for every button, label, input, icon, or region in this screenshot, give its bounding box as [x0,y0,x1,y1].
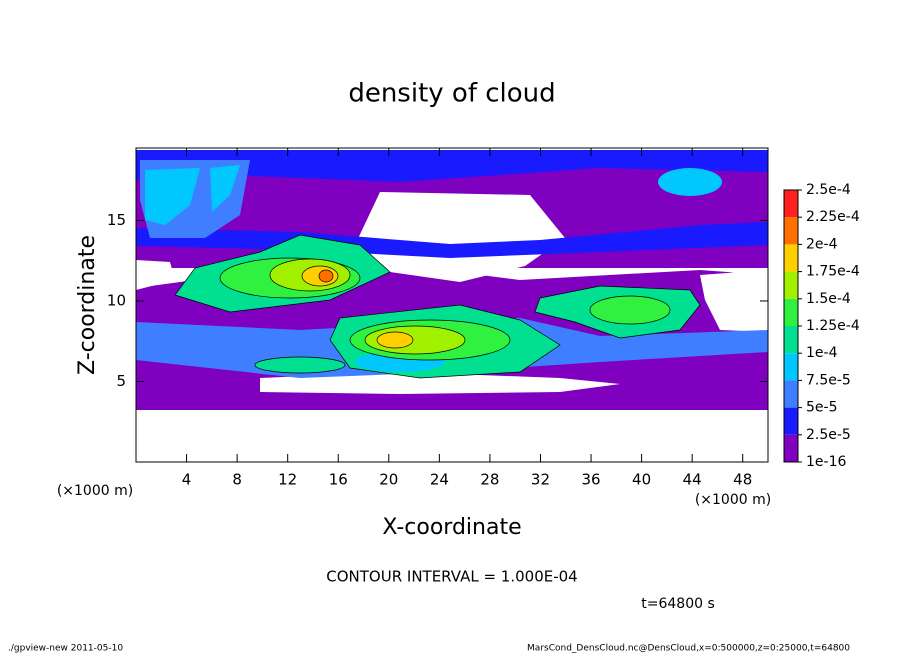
annotation: CONTOUR INTERVAL = 1.000E-04 [326,568,577,586]
colorbar-band [784,244,798,272]
x-tick-label: 4 [182,471,192,489]
colorbar-band [784,326,798,354]
x-axis-label: X-coordinate [382,515,521,540]
contour-region [700,270,768,332]
colorbar-band [784,407,798,435]
contour-region [136,150,768,182]
x-tick-label: 16 [329,471,348,489]
colorbar-label: 5e-5 [806,400,837,416]
colorbar-label: 1.5e-4 [806,291,851,307]
colorbar-band [784,217,798,245]
colorbar-band [784,380,798,408]
x-tick-label: 12 [278,471,297,489]
x-tick-label: 28 [480,471,499,489]
y-tick-label: 15 [107,211,126,229]
colorbar-band [784,298,798,326]
colorbar-label: 1.25e-4 [806,318,860,334]
x-unit: (×1000 m) [695,492,771,508]
contour-region [210,165,240,212]
plot-frame [135,147,769,463]
colorbar-label: 1e-16 [806,454,846,470]
x-tick-label: 32 [531,471,550,489]
contour-region [318,269,334,283]
x-tick-label: 24 [430,471,449,489]
colorbar-label: 2e-4 [806,236,838,252]
contour-region [658,168,722,196]
x-tick-label: 48 [733,471,752,489]
contour-region [260,372,620,394]
x-tick-label: 36 [581,471,600,489]
footer-left: ./gpview-new 2011-05-10 [8,644,123,654]
contour-region [136,260,175,290]
x-tick-label: 44 [683,471,702,489]
x-tick-label: 8 [232,471,242,489]
footer-right: MarsCond_DensCloud.nc@DensCloud,x=0:5000… [527,644,850,654]
colorbar-label: 1e-4 [806,345,838,361]
y-unit: (×1000 m) [57,483,133,499]
colorbar-label: 2.25e-4 [806,209,860,225]
y-axis-label: Z-coordinate [75,235,100,375]
contour-region [589,295,671,325]
chart-title: density of cloud [348,79,555,109]
colorbar-label: 7.5e-5 [806,372,851,388]
contour-region [376,331,414,349]
colorbar-label: 2.5e-5 [806,427,851,443]
colorbar-band [784,434,798,462]
colorbar-label: 1.75e-4 [806,264,860,280]
colorbar-band [784,353,798,381]
colorbar-band [784,190,798,218]
x-tick-label: 20 [379,471,398,489]
colorbar-label: 2.5e-4 [806,182,851,198]
y-tick-label: 10 [107,291,126,309]
contour-region [145,168,200,225]
x-tick-label: 40 [632,471,651,489]
contour-region [355,192,565,282]
y-tick-label: 5 [116,372,126,390]
time-label: t=64800 s [641,596,715,612]
colorbar-band [784,271,798,299]
contour-region [254,356,346,374]
contour-field [136,150,768,410]
